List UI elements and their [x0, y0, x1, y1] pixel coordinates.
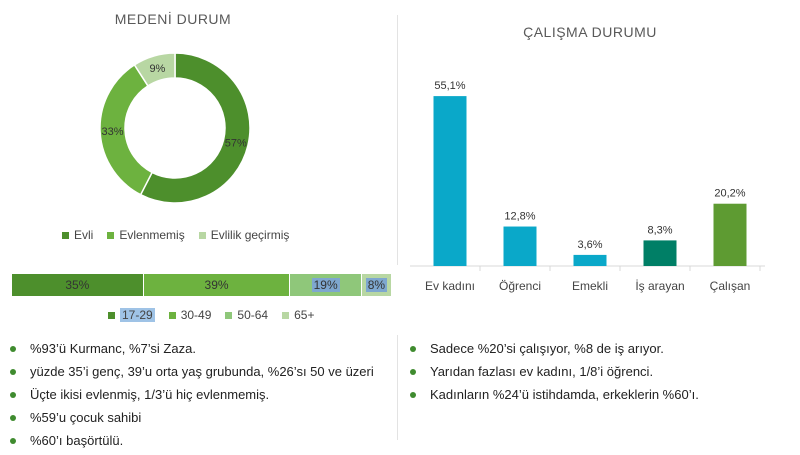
age-segment-17-29: 35% [12, 274, 144, 296]
legend-label-evlenmemis: Evlenmemiş [119, 228, 185, 242]
employment-status-title: ÇALIŞMA DURUMU [523, 24, 657, 40]
bar-category-label-4: Çalışan [710, 279, 751, 293]
donut-slice-label-0: 57% [225, 138, 247, 150]
bar-0 [433, 96, 467, 266]
left-bullet-3: %59’u çocuk sahibi [8, 409, 393, 432]
donut-slice-label-1: 33% [102, 126, 124, 138]
legend-evlenmemis: Evlenmemiş [107, 228, 185, 242]
left-bullet-1: yüzde 35’i genç, 39’u orta yaş grubunda,… [8, 363, 393, 386]
marital-status-title: MEDENİ DURUM [114, 11, 232, 27]
age-segment-label-30-49: 39% [204, 278, 229, 292]
marital-legend: Evli Evlenmemiş Evlilik geçirmiş [62, 228, 303, 242]
right-bullet-0: Sadece %20’si çalışıyor, %8 de iş arıyor… [408, 340, 798, 363]
bar-4 [713, 203, 747, 266]
legend-label-30-49: 30-49 [180, 308, 212, 322]
bar-category-label-0: Ev kadını [425, 279, 475, 293]
age-segment-label-65+: 8% [365, 278, 388, 292]
bar-category-label-2: Emekli [572, 279, 608, 293]
legend-label-evli: Evli [74, 228, 94, 242]
bar-3 [643, 240, 677, 266]
legend-label-evlilik-gecirmis: Evlilik geçirmiş [210, 228, 290, 242]
bar-value-label-1: 12,8% [504, 211, 535, 223]
bar-value-label-3: 8,3% [647, 224, 672, 236]
age-segment-30-49: 39% [143, 274, 291, 296]
bullets-divider [397, 335, 398, 440]
right-bullet-1: Yarıdan fazlası ev kadını, 1/8’i öğrenci… [408, 363, 798, 386]
age-stacked-bar: 35% 39% 19% 8% [12, 274, 392, 296]
legend-evlilik-gecirmis: Evlilik geçirmiş [198, 228, 290, 242]
legend-age-50-64: 50-64 [225, 308, 268, 322]
legend-swatch-evlilik-gecirmis [198, 231, 206, 239]
donut-slice-2 [133, 52, 176, 87]
age-segment-label-17-29: 35% [65, 278, 90, 292]
legend-swatch-evli [62, 231, 69, 239]
marital-donut-chart: 57% 33% 9% [99, 52, 251, 204]
legend-evli: Evli [62, 228, 93, 242]
legend-swatch-65-plus [282, 311, 290, 319]
right-bullet-2: Kadınların %24’ü istihdamda, erkeklerin … [408, 386, 798, 409]
bar-1 [503, 226, 537, 266]
bar-2 [573, 254, 607, 266]
legend-age-65-plus: 65+ [282, 308, 314, 322]
age-segment-label-50-64: 19% [311, 278, 340, 292]
left-bullet-2: Üçte ikisi evlenmiş, 1/3’ü hiç evlenmemi… [8, 386, 393, 409]
bar-value-label-2: 3,6% [577, 239, 602, 251]
legend-label-50-64: 50-64 [237, 308, 269, 322]
bar-category-label-3: İş arayan [635, 279, 684, 293]
legend-age-30-49: 30-49 [168, 308, 212, 322]
legend-label-17-29: 17-29 [120, 308, 155, 322]
left-bullet-list: %93’ü Kurmanc, %7’si Zaza. yüzde 35’i gen… [8, 340, 393, 455]
panel-divider [397, 15, 398, 265]
legend-swatch-30-49 [168, 311, 176, 319]
donut-slice-label-2: 9% [149, 63, 165, 75]
legend-swatch-17-29 [108, 311, 115, 319]
left-bullet-4: %60’ı başörtülü. [8, 432, 393, 455]
age-segment-50-64: 19% [290, 274, 362, 296]
donut-slice-0 [139, 52, 251, 204]
bar-value-label-0: 55,1% [434, 80, 465, 92]
employment-bar-chart: 55,1% Ev kadını 12,8% Öğrenci 3,6% Emekli 8,3%… [410, 80, 765, 293]
legend-swatch-evlenmemis [107, 231, 115, 239]
age-legend: 17-29 30-49 50-64 65+ [108, 308, 328, 322]
legend-label-65-plus: 65+ [294, 308, 315, 322]
legend-age-17-29: 17-29 [108, 308, 155, 322]
right-bullet-list: Sadece %20’si çalışıyor, %8 de iş arıyor… [408, 340, 798, 409]
bar-value-label-4: 20,2% [714, 188, 745, 200]
legend-swatch-50-64 [225, 311, 233, 319]
bar-category-label-1: Öğrenci [499, 279, 541, 293]
age-segment-65+: 8% [361, 274, 392, 296]
left-bullet-0: %93’ü Kurmanc, %7’si Zaza. [8, 340, 393, 363]
